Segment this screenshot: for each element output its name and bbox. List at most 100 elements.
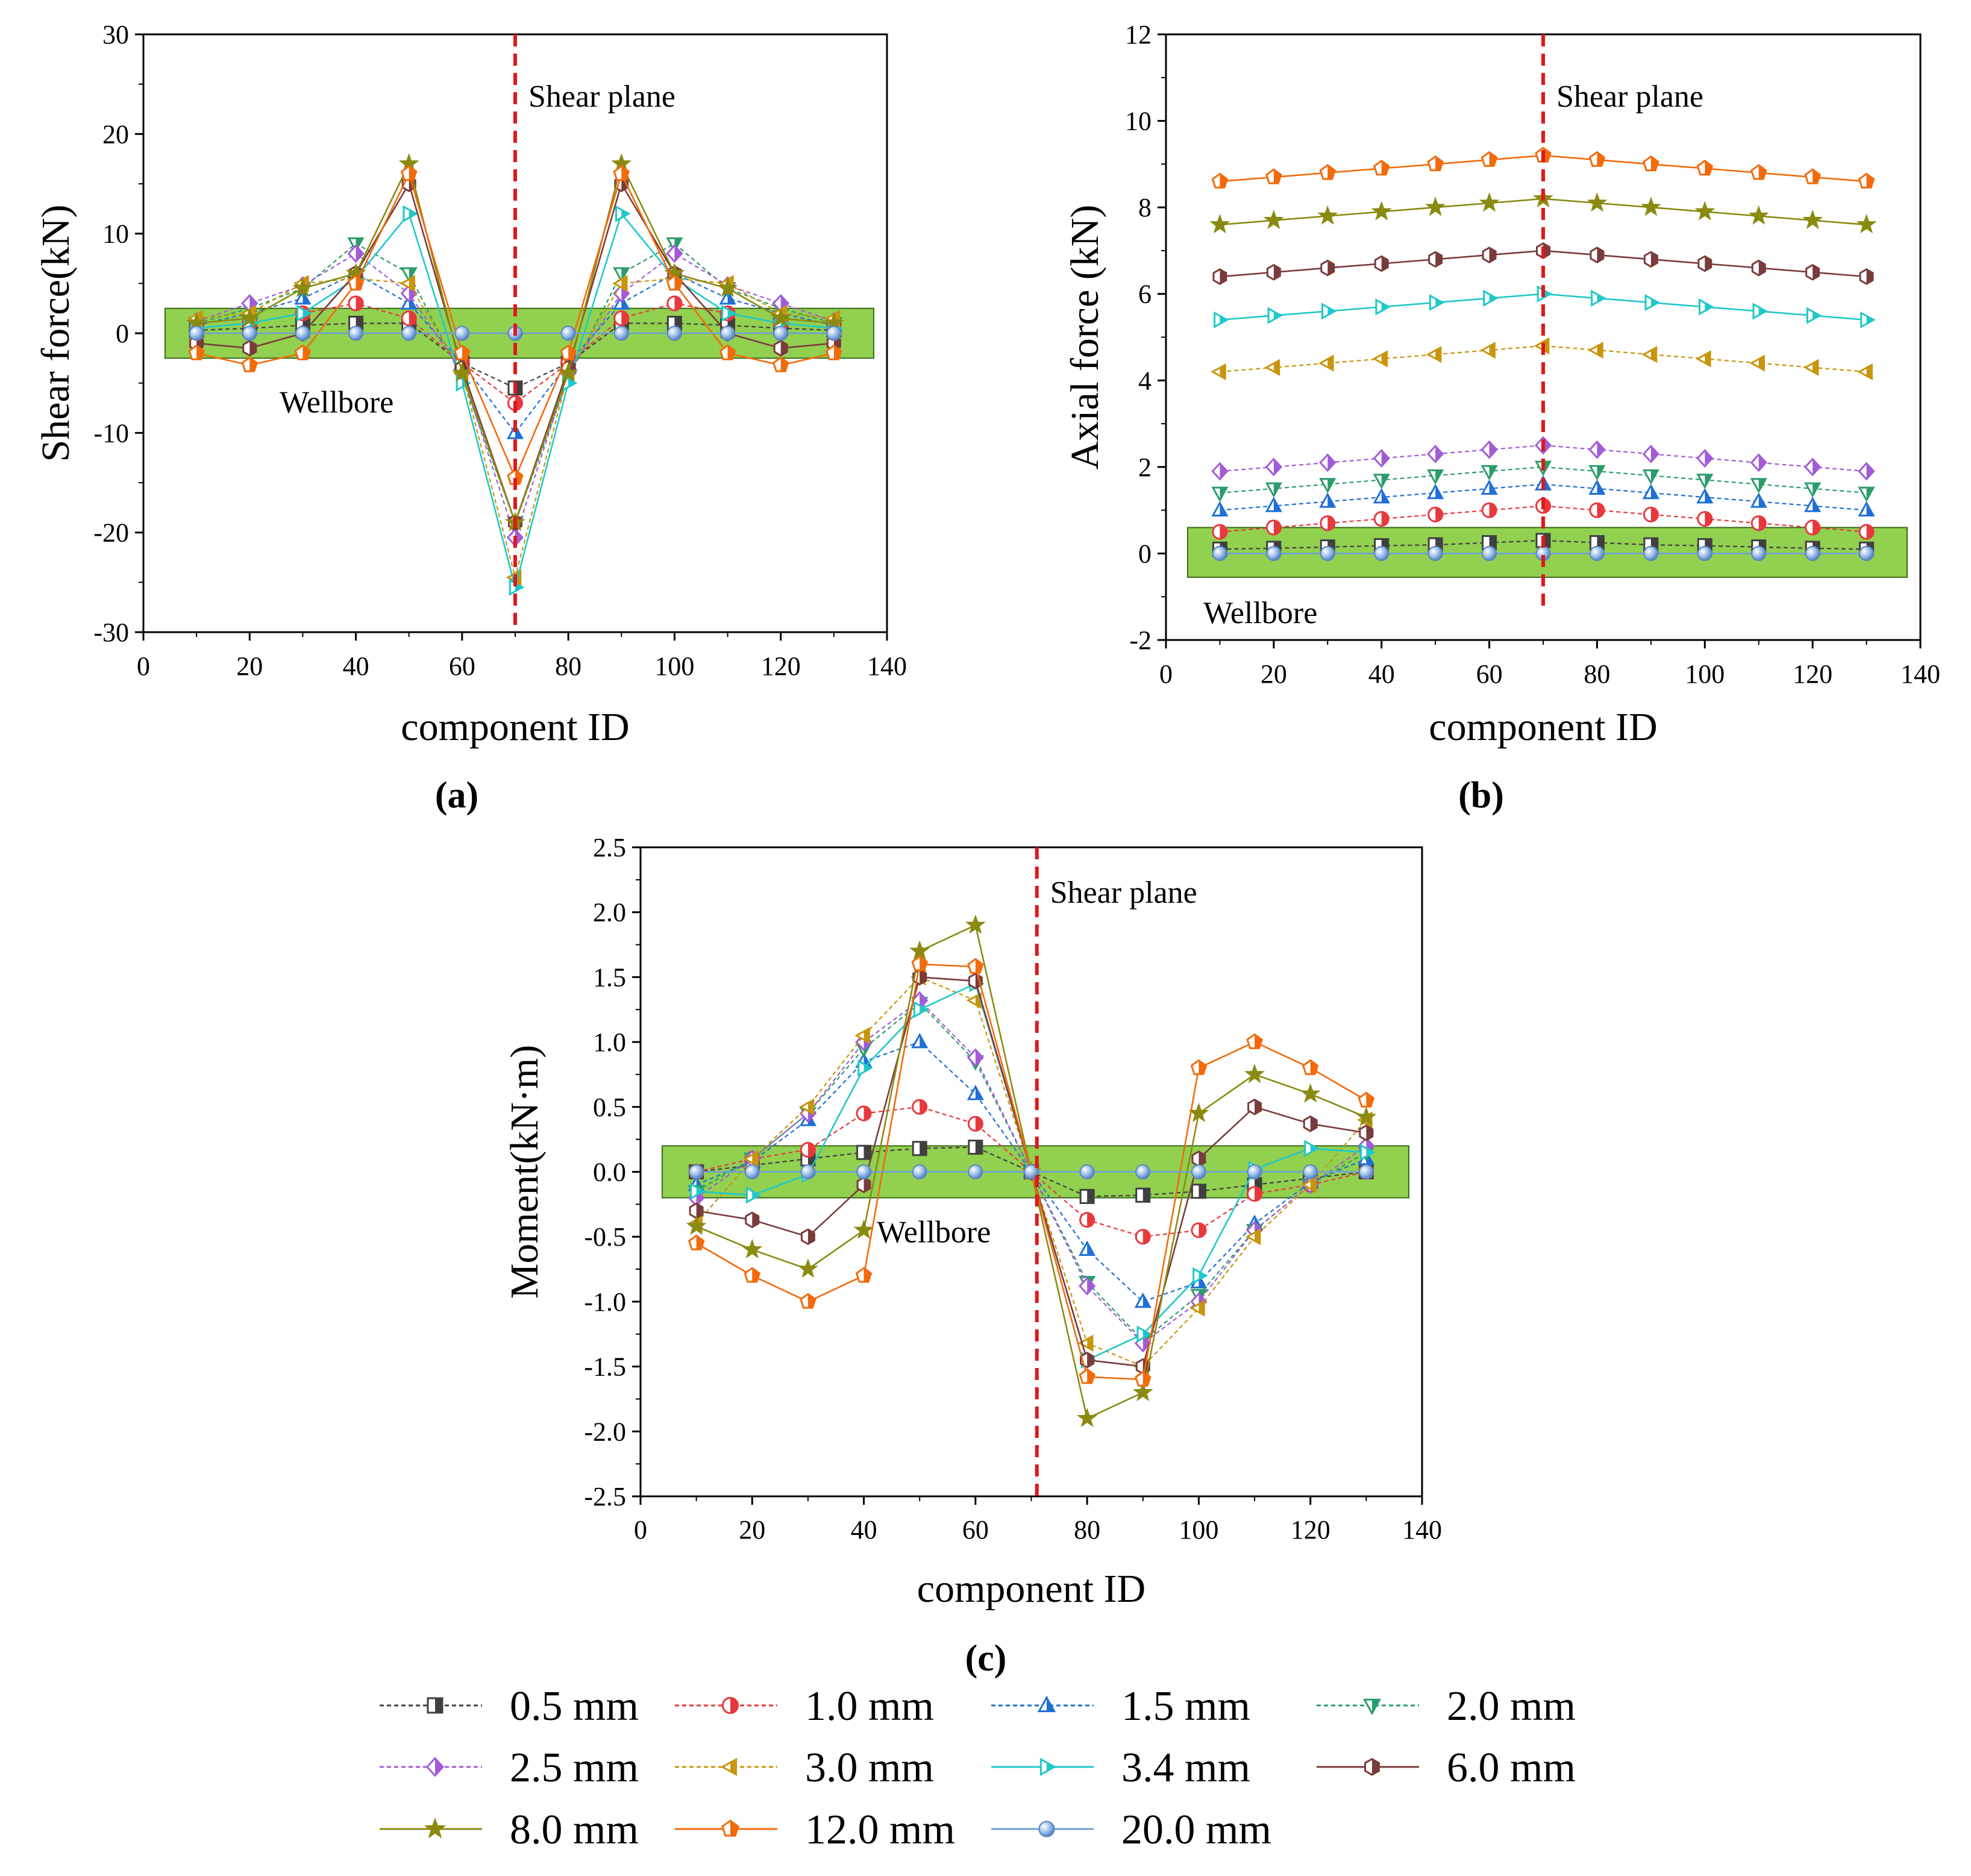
data-point bbox=[347, 244, 365, 263]
data-point bbox=[1266, 263, 1281, 281]
data-point bbox=[1642, 444, 1659, 463]
data-point bbox=[1858, 524, 1875, 540]
data-point bbox=[400, 165, 418, 181]
data-point bbox=[296, 304, 312, 322]
series-2-0-mm bbox=[1211, 460, 1875, 503]
data-point bbox=[1191, 1164, 1206, 1180]
data-point bbox=[1191, 1222, 1207, 1238]
data-point bbox=[1427, 506, 1444, 522]
data-point bbox=[1858, 462, 1875, 481]
data-point bbox=[1588, 341, 1603, 359]
data-point bbox=[454, 344, 471, 360]
data-point bbox=[1266, 545, 1282, 561]
data-point bbox=[743, 1150, 759, 1168]
data-point bbox=[1246, 1033, 1263, 1049]
data-point bbox=[401, 310, 417, 327]
data-point bbox=[911, 1032, 929, 1049]
data-point bbox=[1188, 1102, 1209, 1122]
data-point bbox=[242, 325, 257, 341]
data-point bbox=[909, 940, 930, 960]
legend-marker bbox=[424, 1817, 447, 1839]
legend-marker bbox=[720, 1757, 738, 1777]
legend-marker bbox=[721, 1696, 739, 1714]
data-point bbox=[1304, 1140, 1320, 1157]
x-tick-label: 60 bbox=[449, 651, 475, 681]
data-point bbox=[1373, 449, 1390, 468]
data-point bbox=[1134, 1370, 1152, 1387]
data-point bbox=[1589, 545, 1605, 561]
data-point bbox=[1587, 192, 1608, 212]
data-point bbox=[1588, 479, 1606, 495]
data-point bbox=[1588, 440, 1606, 459]
legend-item-2-5-mm: 2.5 mm bbox=[380, 1745, 639, 1791]
data-point bbox=[1371, 201, 1392, 221]
legend-item-6-0-mm: 6.0 mm bbox=[1317, 1745, 1576, 1791]
y-tick-label: 1.0 bbox=[593, 1027, 626, 1057]
data-point bbox=[560, 344, 577, 360]
series-6-0-mm bbox=[1212, 242, 1874, 285]
data-point bbox=[239, 307, 260, 327]
legend-label: 3.0 mm bbox=[805, 1745, 934, 1791]
series-2-5-mm bbox=[1211, 436, 1875, 481]
data-point bbox=[720, 325, 736, 341]
data-point bbox=[800, 1293, 816, 1309]
legend-marker bbox=[1362, 1698, 1382, 1716]
data-point bbox=[1079, 1188, 1095, 1204]
data-point bbox=[1859, 545, 1875, 561]
y-tick-label: 0.5 bbox=[593, 1093, 626, 1122]
data-point bbox=[965, 914, 986, 934]
data-point bbox=[1804, 497, 1822, 512]
data-point bbox=[1372, 350, 1388, 368]
data-point bbox=[1482, 535, 1497, 550]
data-point bbox=[1589, 535, 1605, 550]
data-point bbox=[1427, 469, 1444, 485]
data-point bbox=[800, 1164, 816, 1180]
data-point bbox=[1752, 303, 1768, 320]
data-point bbox=[1588, 151, 1606, 167]
data-point bbox=[242, 339, 257, 357]
data-point bbox=[912, 1164, 927, 1180]
data-point bbox=[770, 307, 791, 327]
data-point bbox=[1077, 1334, 1094, 1352]
data-point bbox=[1079, 1368, 1095, 1384]
data-point bbox=[1319, 478, 1336, 494]
data-point bbox=[1697, 255, 1712, 272]
data-point bbox=[1425, 196, 1446, 216]
data-point bbox=[1212, 545, 1227, 561]
data-point bbox=[1301, 1176, 1317, 1194]
data-point bbox=[1858, 501, 1875, 516]
data-point bbox=[1358, 1164, 1374, 1180]
data-point bbox=[1189, 1299, 1205, 1317]
x-tick-label: 40 bbox=[343, 651, 369, 681]
data-point bbox=[854, 1027, 870, 1044]
data-point bbox=[1132, 1381, 1153, 1402]
legend: 0.5 mm 1.0 mm 1.5 mm 2.0 mm 2.5 mm 3.0 mm 3.4 … bbox=[380, 1683, 1576, 1853]
data-point bbox=[689, 1202, 704, 1219]
data-point bbox=[1375, 298, 1391, 316]
data-point bbox=[1265, 482, 1282, 498]
y-tick-label: -2.0 bbox=[584, 1417, 626, 1446]
data-point bbox=[1696, 449, 1714, 468]
data-point bbox=[348, 325, 364, 341]
data-point bbox=[826, 344, 842, 360]
legend-label: 8.0 mm bbox=[510, 1807, 639, 1853]
y-tick-label: -10 bbox=[93, 418, 129, 448]
data-point bbox=[1804, 482, 1822, 498]
legend-item-3-0-mm: 3.0 mm bbox=[675, 1745, 934, 1791]
data-point bbox=[1805, 519, 1821, 536]
data-point bbox=[613, 310, 630, 327]
data-point bbox=[1750, 164, 1767, 180]
data-point bbox=[1750, 492, 1767, 508]
data-point bbox=[1191, 1150, 1206, 1167]
data-point bbox=[1749, 354, 1766, 372]
data-point bbox=[348, 295, 364, 312]
data-point bbox=[688, 1234, 705, 1250]
x-tick-label: 120 bbox=[1291, 1515, 1330, 1545]
y-tick-label: 30 bbox=[102, 20, 129, 49]
legend-marker bbox=[1038, 1821, 1055, 1837]
data-point bbox=[1751, 259, 1766, 277]
legend-item-12-0-mm: 12.0 mm bbox=[675, 1807, 955, 1853]
data-point bbox=[1856, 214, 1877, 234]
data-point bbox=[1263, 209, 1284, 230]
